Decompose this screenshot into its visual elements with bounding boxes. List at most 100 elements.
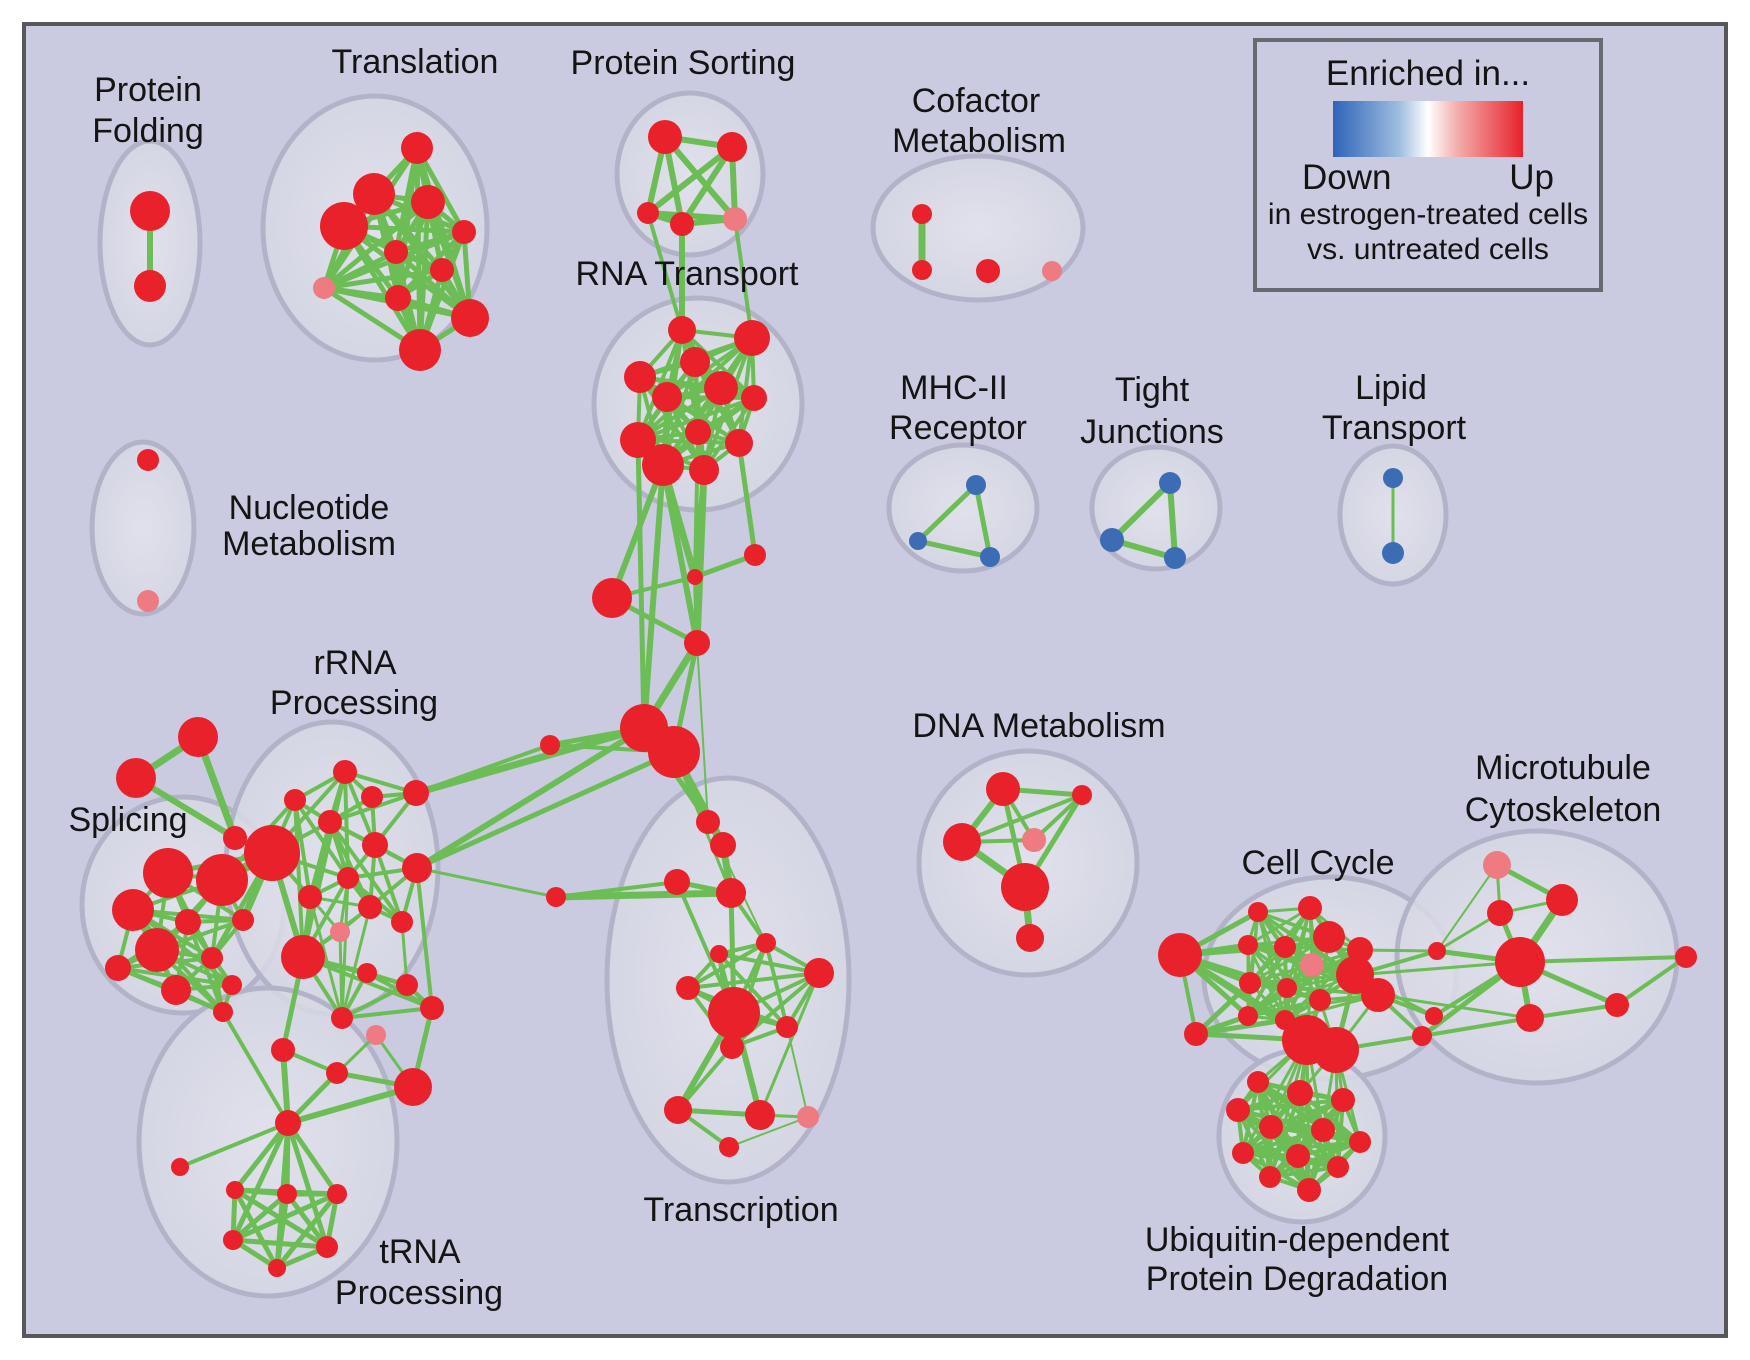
gene-set-node [135,928,179,972]
edge [1377,993,1531,1020]
edge [414,146,467,234]
edge [328,821,372,908]
cluster-label-ubiquitin-degradation: Ubiquitin-dependent [1145,1221,1450,1259]
legend-subtitle-2: vs. untreated cells [1307,233,1549,266]
legend-title: Enriched in... [1325,54,1531,93]
edge [693,431,700,578]
gene-set-node [741,385,767,411]
edge [1529,1003,1618,1020]
edge [233,1121,290,1192]
cluster-label-tight-junctions: Junctions [1080,413,1224,451]
gene-set-node [592,578,632,618]
gene-set-node [201,947,223,969]
edge [1195,1017,1286,1037]
gene-set-node [1158,933,1202,977]
edge [415,749,676,871]
gene-set-node [744,544,766,566]
edge [285,1122,330,1248]
gene-set-node [223,1230,243,1250]
cluster-label-rrna-processing: Processing [270,684,438,722]
gene-set-node [719,1137,739,1157]
edge [342,223,472,321]
gene-set-node [105,955,131,981]
cluster-label-microtubule-cytoskeleton: Microtubule [1475,749,1651,787]
edge [687,971,820,990]
gene-set-node [143,848,193,898]
legend-down-label: Down [1302,158,1392,197]
cluster-ellipse-tight-junctions [1089,444,1223,572]
gene-set-node [1382,542,1404,564]
edge [416,866,557,899]
edge [1354,960,1521,977]
gene-set-node [1016,924,1044,952]
edge [917,538,991,560]
gene-set-node [1361,978,1395,1012]
edge [662,135,738,221]
gene-set-node [284,789,306,811]
edge [179,1121,289,1169]
edge [973,484,993,558]
edge [231,1192,289,1242]
edge [736,442,758,556]
gene-set-node [1232,1142,1254,1164]
edge [718,952,820,975]
gene-set-node [668,316,696,344]
cluster-label-cell-cycle: Cell Cycle [1241,844,1394,882]
edge [231,1191,339,1243]
cluster-label-microtubule-cytoskeleton: Cytoskeleton [1465,791,1662,829]
gene-set-node [196,854,248,906]
edge [308,896,344,1019]
gene-set-node [1184,1022,1208,1046]
gene-set-node [385,285,411,311]
gene-set-node [648,726,700,778]
gene-set-node [401,132,433,164]
gene-set-node [1327,1156,1349,1178]
gene-set-node [986,772,1020,806]
edge [343,771,377,846]
edge [1247,906,1311,947]
gene-set-node [316,1236,338,1258]
edge [293,798,350,880]
edge [679,145,735,226]
edge [293,799,305,958]
gene-set-node [134,270,166,302]
edge [555,880,678,899]
gene-set-node [1383,468,1403,488]
edge [373,844,404,923]
gene-set-node [976,259,1000,283]
gene-set-node [161,975,191,1005]
cluster-label-cofactor-metabolism: Metabolism [892,122,1066,160]
gene-set-node [1042,261,1062,281]
gene-set-node [1675,946,1697,968]
edge [323,267,443,291]
cluster-ellipse-nucleotide-metabolism [89,439,197,617]
gene-set-node [1072,785,1092,805]
gene-set-node [137,590,159,612]
nodes [105,120,1697,1277]
gene-set-node [337,867,359,889]
gene-set-node [684,630,710,656]
gene-set-node [223,826,247,850]
gene-set-node [664,869,690,895]
gene-set-node [540,735,560,755]
edge [285,1121,340,1196]
edge [221,1010,290,1125]
edge [415,725,646,871]
gene-set-node [430,258,454,282]
gene-set-node [320,202,368,250]
legend-gradient-bar [1333,101,1523,157]
edge [415,867,434,1009]
edge [186,921,225,1013]
gene-set-node [804,958,834,988]
gene-set-node [1300,953,1324,977]
gene-set-node [696,810,720,834]
gene-set-node [327,1184,347,1204]
cluster-label-mhc-ii-receptor: Receptor [889,409,1027,447]
edge [230,1121,291,1242]
gene-set-node [637,202,659,224]
edge [285,1192,329,1249]
gene-set-node [756,933,776,953]
gene-set-node [271,1038,295,1062]
edge [415,724,645,797]
